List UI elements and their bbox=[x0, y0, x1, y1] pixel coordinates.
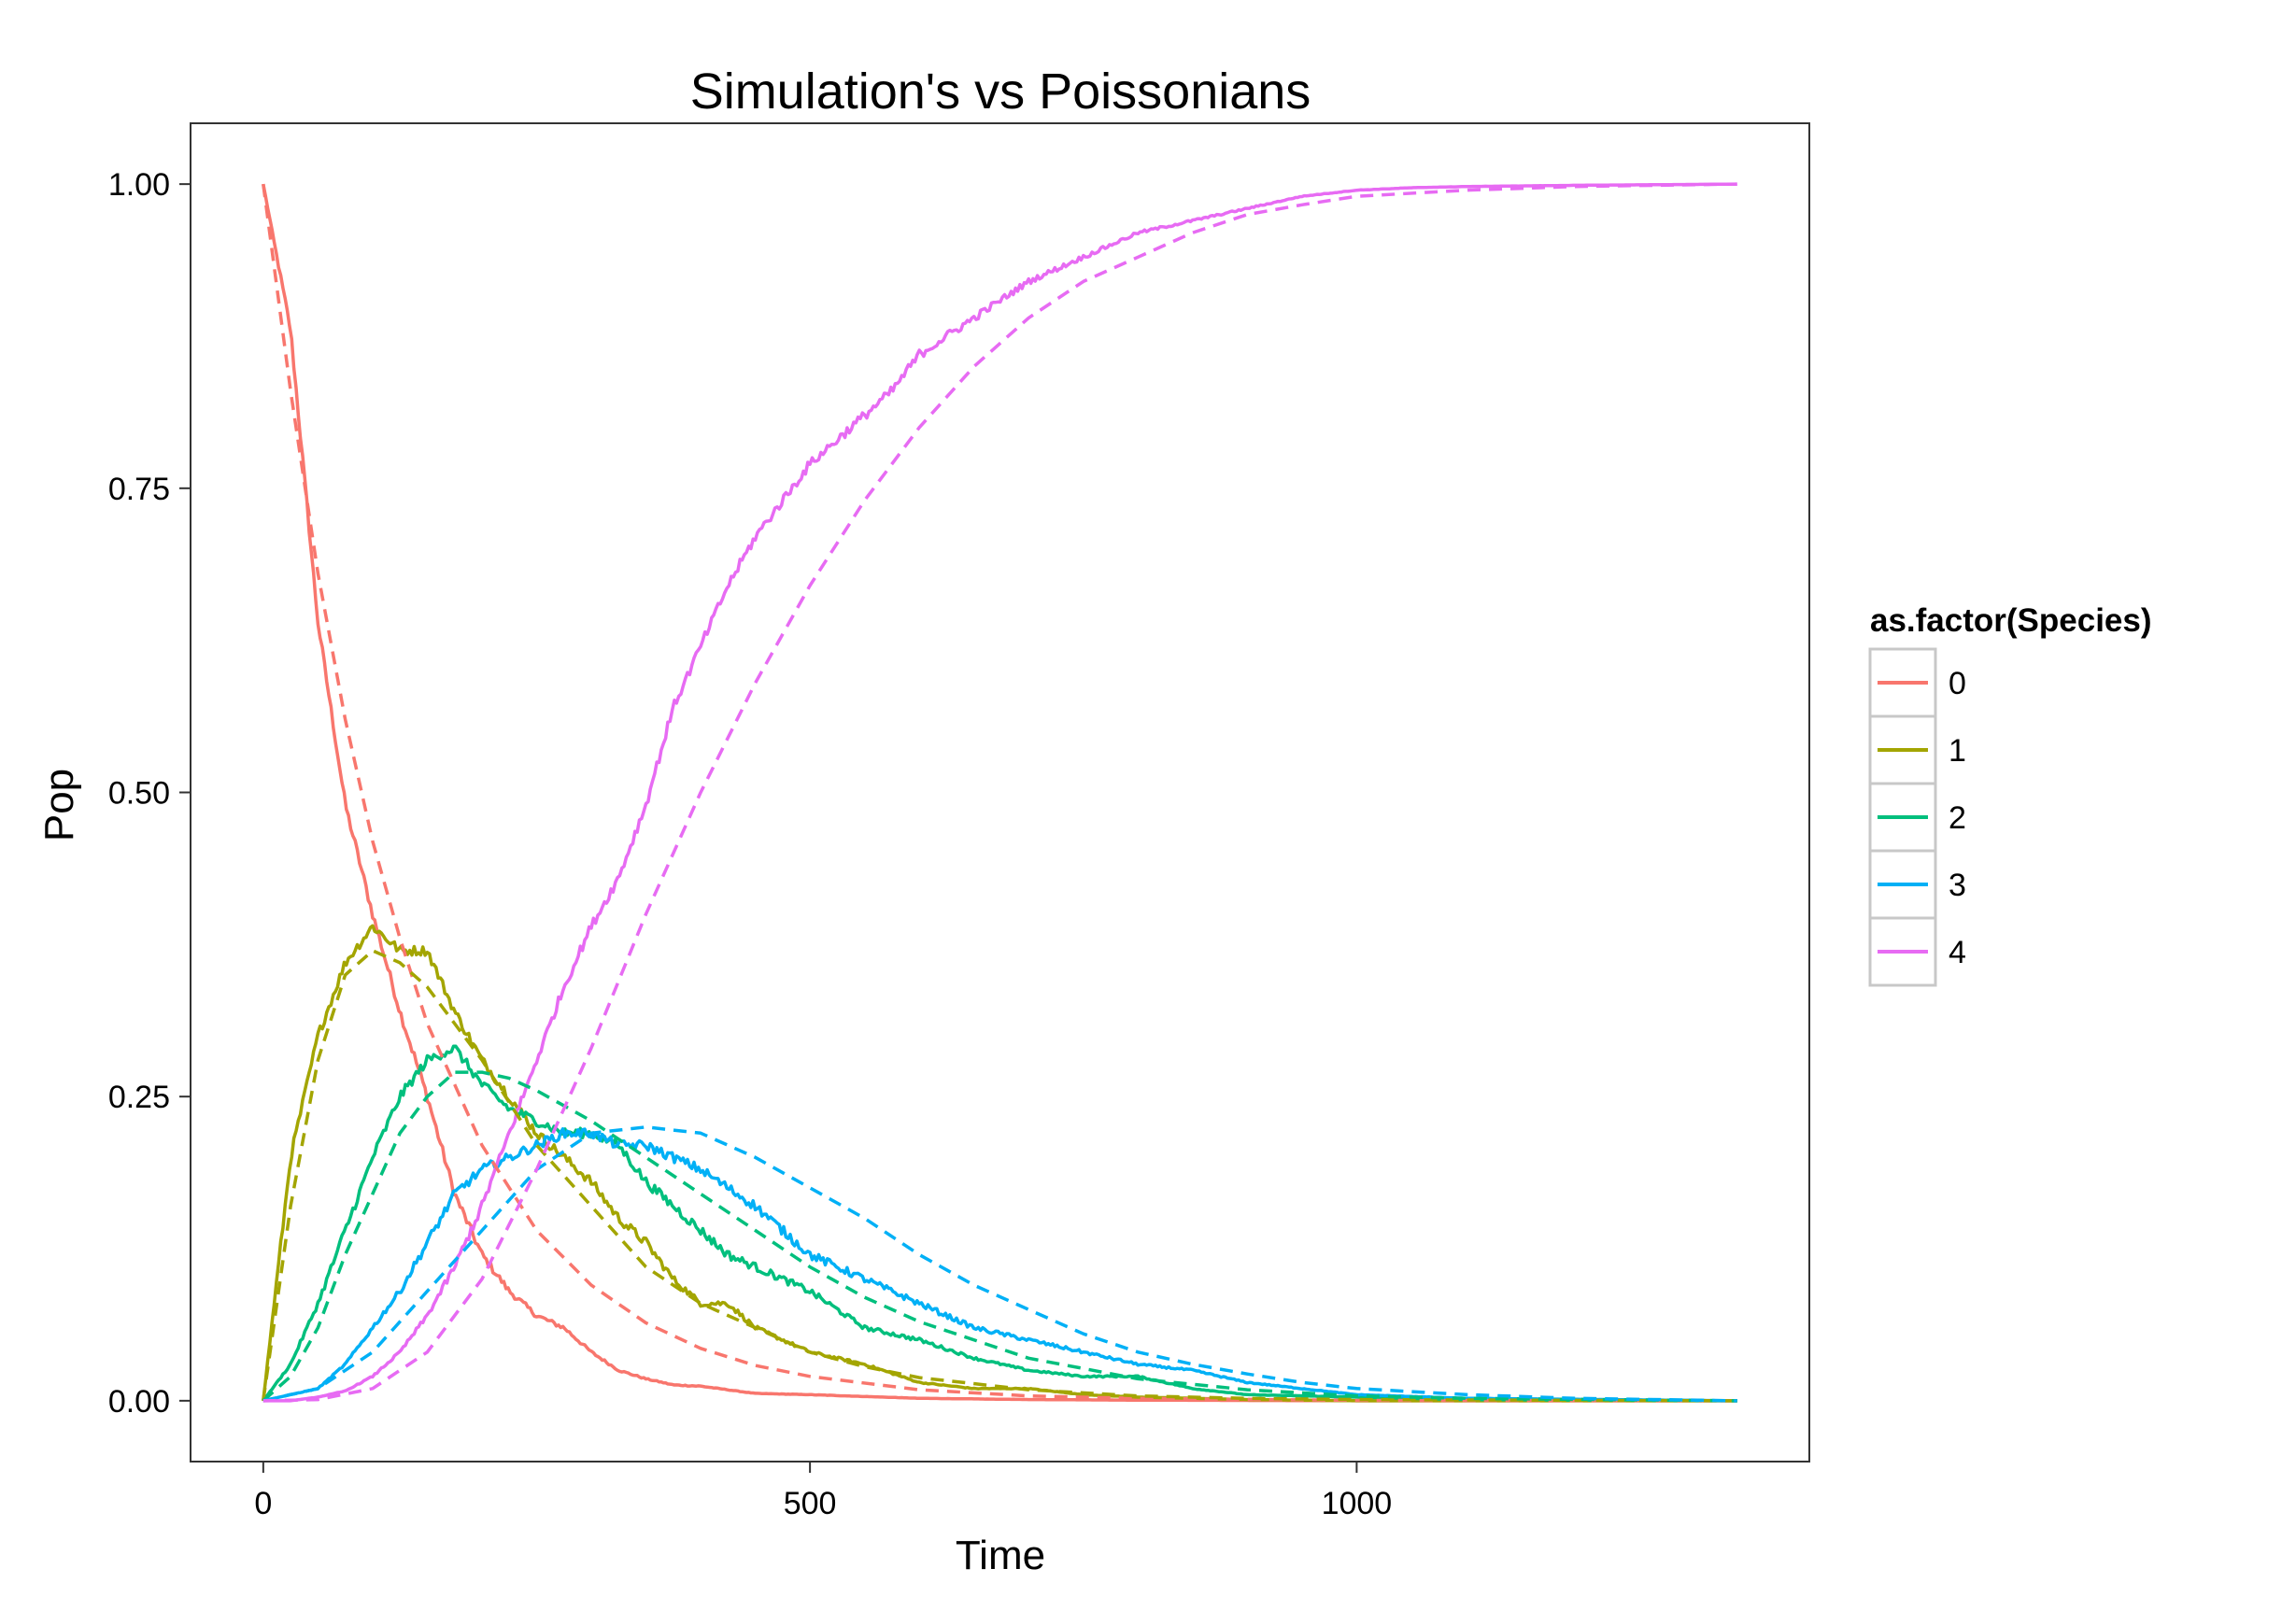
axis-layer: 0 500 1000 0.00 0.25 0.50 0.75 1.00 bbox=[108, 167, 1392, 1521]
legend-label-2: 2 bbox=[1949, 800, 1966, 836]
legend-label-1: 1 bbox=[1949, 733, 1966, 769]
legend: as.factor(Species) 0 1 2 3 4 bbox=[1868, 602, 2152, 987]
series-line-0-dashed bbox=[262, 183, 1737, 1403]
x-tick-label: 0 bbox=[254, 1486, 272, 1521]
y-tick-label: 1.00 bbox=[108, 167, 170, 203]
series-line-4-solid bbox=[262, 182, 1737, 1403]
y-tick-label: 0.00 bbox=[108, 1384, 170, 1420]
x-tick-label: 500 bbox=[784, 1486, 837, 1521]
y-tick-label: 0.25 bbox=[108, 1080, 170, 1115]
series-line-2-dashed bbox=[262, 1070, 1737, 1403]
series-line-3-dashed bbox=[262, 1125, 1737, 1403]
y-tick-label: 0.50 bbox=[108, 776, 170, 812]
legend-label-4: 4 bbox=[1949, 935, 1966, 970]
series-layer bbox=[262, 182, 1737, 1403]
y-axis-label: Pop bbox=[36, 769, 82, 841]
plot-panel bbox=[190, 122, 1810, 1463]
legend-label-3: 3 bbox=[1949, 868, 1966, 903]
legend-label-0: 0 bbox=[1949, 666, 1966, 701]
x-axis-label: Time bbox=[956, 1533, 1045, 1578]
chart-title: Simulation's vs Poissonians bbox=[690, 64, 1311, 120]
series-line-1-dashed bbox=[262, 949, 1737, 1403]
legend-title: as.factor(Species) bbox=[1870, 602, 2152, 639]
x-tick-label: 1000 bbox=[1322, 1486, 1393, 1521]
series-line-4-dashed bbox=[262, 182, 1737, 1403]
y-tick-label: 0.75 bbox=[108, 472, 170, 507]
